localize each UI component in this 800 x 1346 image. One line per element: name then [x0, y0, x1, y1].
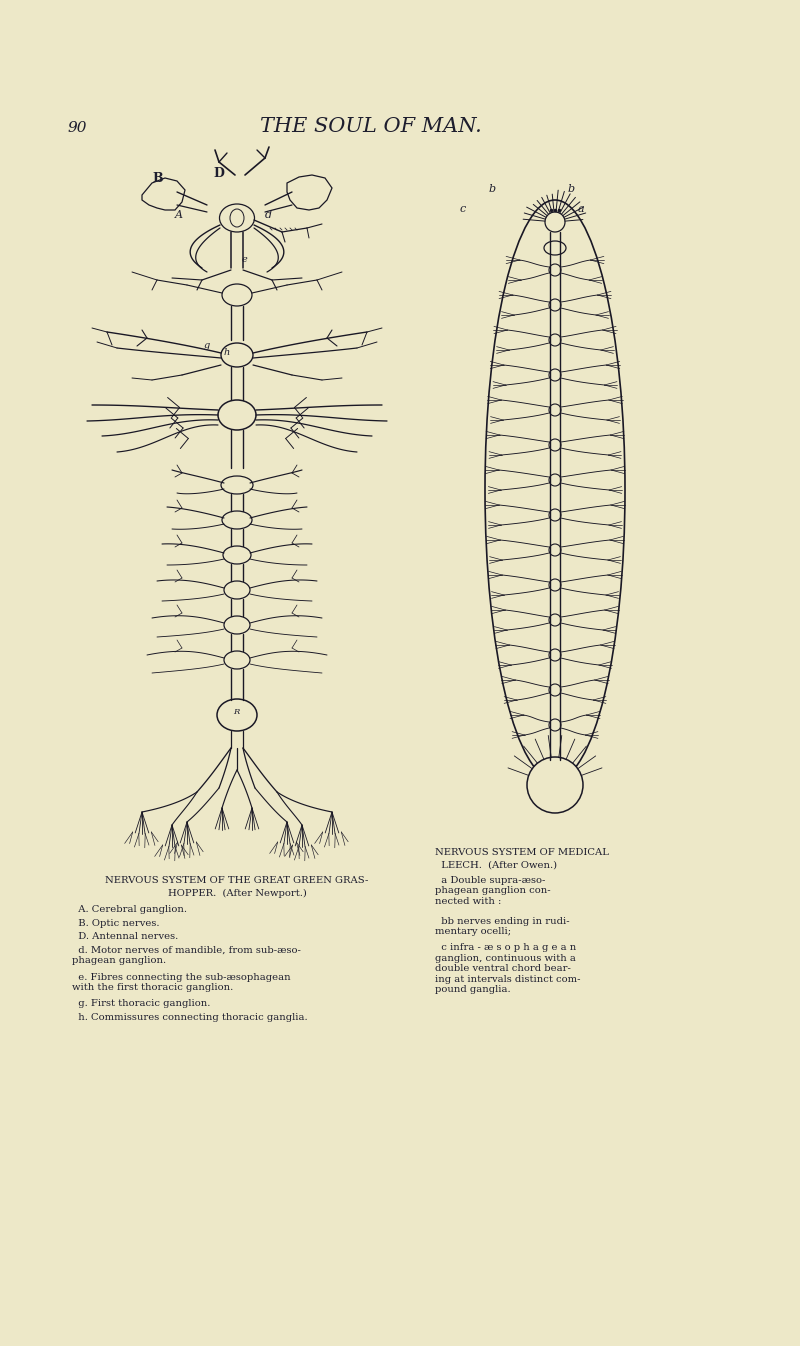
Text: NERVOUS SYSTEM OF THE GREAT GREEN GRAS-: NERVOUS SYSTEM OF THE GREAT GREEN GRAS-: [106, 876, 369, 886]
Text: D. Antennal nerves.: D. Antennal nerves.: [72, 931, 178, 941]
Text: g. First thoracic ganglion.: g. First thoracic ganglion.: [72, 1000, 210, 1008]
Ellipse shape: [544, 241, 566, 254]
Polygon shape: [142, 178, 185, 210]
Circle shape: [549, 684, 561, 696]
Ellipse shape: [221, 343, 253, 367]
Text: A: A: [175, 210, 183, 219]
Circle shape: [549, 439, 561, 451]
Text: D: D: [213, 167, 224, 180]
Text: e. Fibres connecting the sub-æsophagean
with the first thoracic ganglion.: e. Fibres connecting the sub-æsophagean …: [72, 973, 290, 992]
Text: h. Commissures connecting thoracic ganglia.: h. Commissures connecting thoracic gangl…: [72, 1014, 308, 1022]
Text: d: d: [265, 210, 272, 219]
Text: e: e: [242, 254, 248, 264]
Ellipse shape: [222, 284, 252, 306]
Text: bb nerves ending in rudi-
mentary ocelli;: bb nerves ending in rudi- mentary ocelli…: [435, 917, 570, 935]
Text: c infra - æ s o p h a g e a n
ganglion, continuous with a
double ventral chord b: c infra - æ s o p h a g e a n ganglion, …: [435, 944, 581, 995]
Text: g: g: [204, 341, 210, 350]
Circle shape: [549, 509, 561, 521]
Circle shape: [549, 614, 561, 626]
Circle shape: [549, 404, 561, 416]
Text: 90: 90: [68, 121, 87, 135]
Ellipse shape: [224, 581, 250, 599]
Text: c: c: [460, 205, 466, 214]
Circle shape: [549, 264, 561, 276]
Text: THE SOUL OF MAN.: THE SOUL OF MAN.: [260, 117, 482, 136]
Ellipse shape: [224, 616, 250, 634]
Ellipse shape: [224, 651, 250, 669]
Circle shape: [549, 369, 561, 381]
Ellipse shape: [219, 205, 254, 232]
Ellipse shape: [223, 546, 251, 564]
Circle shape: [549, 544, 561, 556]
Circle shape: [549, 474, 561, 486]
Circle shape: [549, 649, 561, 661]
Text: a: a: [578, 205, 585, 214]
Text: d. Motor nerves of mandible, from sub-æso-
phagean ganglion.: d. Motor nerves of mandible, from sub-æs…: [72, 945, 301, 965]
Text: B: B: [152, 172, 162, 184]
Text: b: b: [489, 184, 496, 194]
Text: h: h: [224, 349, 230, 357]
Ellipse shape: [230, 209, 244, 227]
Ellipse shape: [218, 400, 256, 429]
Polygon shape: [287, 175, 332, 210]
Circle shape: [527, 756, 583, 813]
Text: HOPPER.  (After Newport.): HOPPER. (After Newport.): [167, 888, 306, 898]
Text: B. Optic nerves.: B. Optic nerves.: [72, 918, 159, 927]
Text: a Double supra-æso-
phagean ganglion con-
nected with :: a Double supra-æso- phagean ganglion con…: [435, 876, 550, 906]
Ellipse shape: [221, 476, 253, 494]
Ellipse shape: [217, 699, 257, 731]
Ellipse shape: [485, 201, 625, 779]
Text: A. Cerebral ganglion.: A. Cerebral ganglion.: [72, 905, 187, 914]
Ellipse shape: [222, 511, 252, 529]
Circle shape: [549, 334, 561, 346]
Text: NERVOUS SYSTEM OF MEDICAL: NERVOUS SYSTEM OF MEDICAL: [435, 848, 609, 857]
Text: R: R: [233, 708, 239, 716]
Circle shape: [549, 299, 561, 311]
Circle shape: [549, 579, 561, 591]
Circle shape: [549, 719, 561, 731]
Text: b: b: [568, 184, 575, 194]
Circle shape: [545, 213, 565, 232]
Text: LEECH.  (After Owen.): LEECH. (After Owen.): [435, 861, 557, 870]
